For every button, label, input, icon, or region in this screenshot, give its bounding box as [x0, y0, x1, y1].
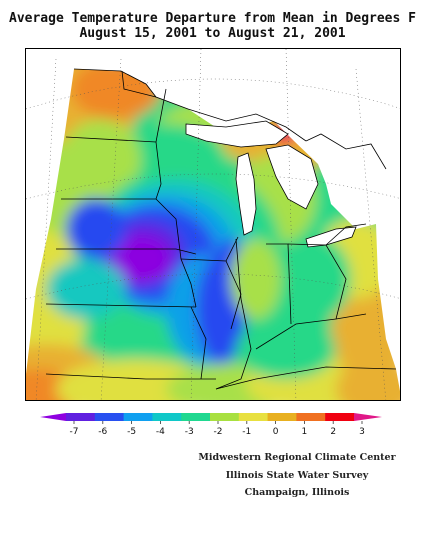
legend-tick-label: -7: [70, 427, 79, 437]
legend-tick-label: -4: [156, 427, 165, 437]
credit-location: Champaign, Illinois: [244, 487, 350, 498]
temperature-blob: [231, 239, 281, 319]
legend-tick-label: 3: [359, 427, 365, 437]
legend-right-arrow: [354, 413, 382, 421]
temperature-blob: [56, 359, 216, 400]
temperature-blob: [111, 235, 171, 283]
legend-tick-label: 1: [302, 427, 308, 437]
temperature-blob: [61, 119, 141, 199]
legend-swatch: [210, 413, 240, 421]
temperature-blob: [236, 319, 336, 379]
legend-tick-label: -6: [98, 427, 107, 437]
legend-swatch: [66, 413, 96, 421]
temperature-blob: [71, 69, 161, 119]
map-title-line2: August 15, 2001 to August 21, 2001: [79, 26, 346, 41]
legend-swatch: [238, 413, 269, 421]
map-title-line1: Average Temperature Departure from Mean …: [9, 11, 416, 26]
international-border: [73, 68, 387, 170]
legend-swatch: [181, 413, 211, 421]
legend-swatch: [152, 413, 182, 421]
temperature-departure-map: [25, 48, 401, 401]
map-canvas: [26, 49, 400, 400]
temperature-blob: [46, 259, 126, 319]
legend-swatch: [123, 413, 153, 421]
legend-swatch: [325, 413, 355, 421]
credit-isws: Illinois State Water Survey: [225, 470, 369, 481]
temperature-blob: [66, 199, 126, 259]
legend-tick-label: -1: [242, 427, 251, 437]
legend-swatch: [94, 413, 125, 421]
temperature-field: [26, 69, 400, 400]
color-scale-legend: -7 -6 -5 -4 -3 -2 -1 0 1 2 3: [40, 413, 382, 437]
legend-tick-label: -5: [127, 427, 136, 437]
temperature-blob: [271, 234, 351, 324]
credit-mrcc: Midwestern Regional Climate Center: [198, 452, 396, 463]
legend-swatch: [267, 413, 297, 421]
legend-tick-label: -3: [185, 427, 194, 437]
great-lakes: [185, 120, 357, 248]
graticule: [26, 49, 400, 400]
state-boundaries: [45, 70, 397, 390]
legend-tick-label: 2: [330, 427, 336, 437]
legend-swatch: [296, 413, 326, 421]
legend-tick-label: 0: [273, 427, 279, 437]
legend-tick-label: -2: [214, 427, 223, 437]
legend-left-arrow: [40, 413, 66, 421]
